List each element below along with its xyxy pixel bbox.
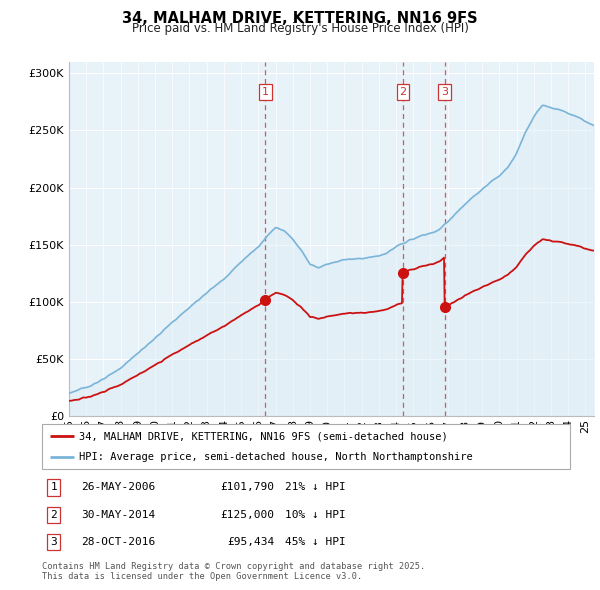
Text: 3: 3 [50,537,57,547]
Text: 21% ↓ HPI: 21% ↓ HPI [285,483,346,493]
Text: 26-MAY-2006: 26-MAY-2006 [82,483,156,493]
Text: 45% ↓ HPI: 45% ↓ HPI [285,537,346,547]
Text: 30-MAY-2014: 30-MAY-2014 [82,510,156,520]
Text: 1: 1 [50,483,57,493]
Text: £125,000: £125,000 [220,510,274,520]
Text: £101,790: £101,790 [220,483,274,493]
Text: 34, MALHAM DRIVE, KETTERING, NN16 9FS (semi-detached house): 34, MALHAM DRIVE, KETTERING, NN16 9FS (s… [79,431,448,441]
Text: 34, MALHAM DRIVE, KETTERING, NN16 9FS: 34, MALHAM DRIVE, KETTERING, NN16 9FS [122,11,478,25]
Text: 2: 2 [400,87,406,97]
Text: 10% ↓ HPI: 10% ↓ HPI [285,510,346,520]
Text: 3: 3 [441,87,448,97]
Text: 28-OCT-2016: 28-OCT-2016 [82,537,156,547]
Text: 2: 2 [50,510,57,520]
Text: HPI: Average price, semi-detached house, North Northamptonshire: HPI: Average price, semi-detached house,… [79,452,473,462]
Text: Contains HM Land Registry data © Crown copyright and database right 2025.
This d: Contains HM Land Registry data © Crown c… [42,562,425,581]
Text: 1: 1 [262,87,269,97]
Text: £95,434: £95,434 [227,537,274,547]
FancyBboxPatch shape [42,424,570,469]
Text: Price paid vs. HM Land Registry's House Price Index (HPI): Price paid vs. HM Land Registry's House … [131,22,469,35]
